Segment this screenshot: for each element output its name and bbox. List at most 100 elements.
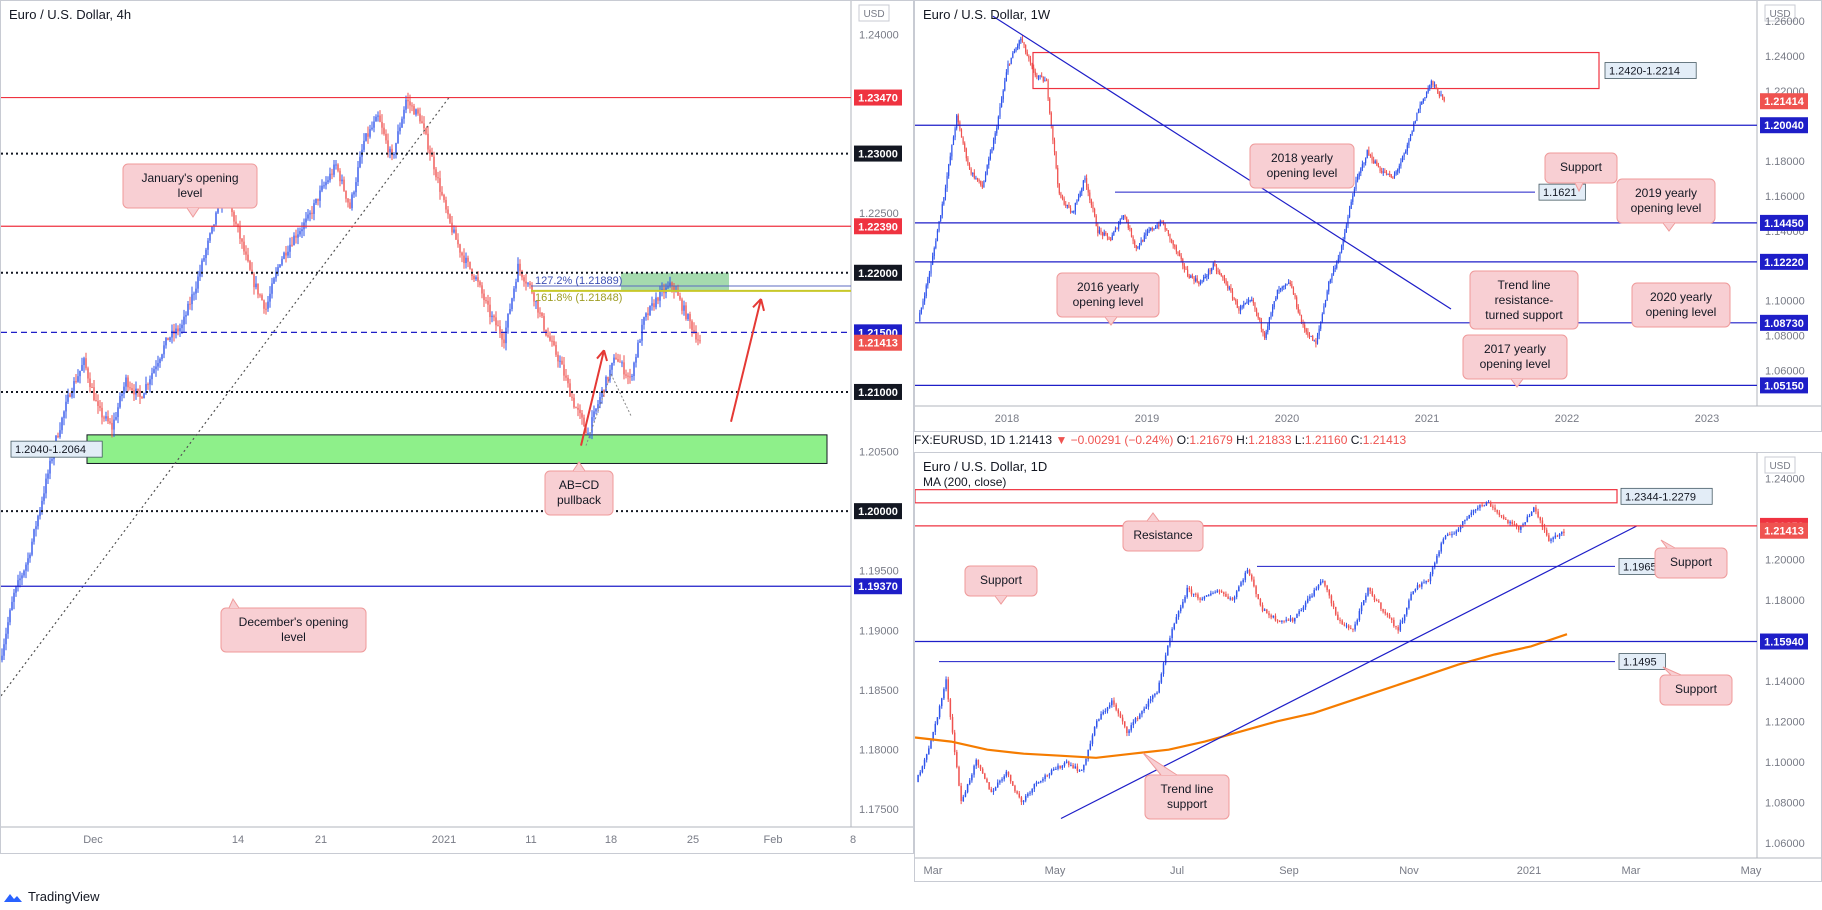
note-resistance-text: Resistance xyxy=(1133,528,1193,542)
level-price-tag-bg xyxy=(854,89,902,106)
x-tick-label: 14 xyxy=(232,834,244,846)
chart-1d-svg[interactable]: USD1.240001.200001.180001.160001.140001.… xyxy=(915,453,1821,881)
chart-1d-panel[interactable]: USD1.240001.200001.180001.160001.140001.… xyxy=(914,452,1822,882)
candle-body xyxy=(575,407,577,409)
chart-1w-panel[interactable]: USD1.260001.240001.220001.200001.180001.… xyxy=(914,0,1822,432)
candle-body xyxy=(1055,151,1057,168)
candle-body xyxy=(1085,178,1088,187)
candle-body xyxy=(1268,317,1270,327)
candle-body xyxy=(467,257,469,262)
candle-body xyxy=(1048,774,1051,776)
candle-body xyxy=(41,500,43,510)
candle-body xyxy=(23,570,25,576)
y-tick-label: 1.18000 xyxy=(859,745,899,757)
candle-body xyxy=(1231,598,1234,600)
candle-body xyxy=(1298,611,1300,614)
candle-body xyxy=(127,377,129,388)
candle-body xyxy=(1433,84,1436,86)
candle-body xyxy=(429,149,431,155)
candle-body xyxy=(973,172,975,178)
support-price-tag-bg xyxy=(1760,633,1808,650)
candle-body xyxy=(1220,273,1222,276)
note-2020-open-text: 2020 yearly xyxy=(1650,290,1712,304)
y-tick-label: 1.18000 xyxy=(1765,595,1805,607)
candle-body xyxy=(333,164,335,175)
candle-body xyxy=(1558,534,1561,537)
candle-body xyxy=(1005,771,1008,777)
candle-body xyxy=(1315,340,1317,344)
candle-body xyxy=(167,337,169,341)
candle-body xyxy=(1283,620,1285,622)
candle-body xyxy=(1336,261,1338,268)
candle-body xyxy=(679,295,681,300)
candle-body xyxy=(1,655,3,661)
chart-4h-panel[interactable]: USD1.240001.235001.230001.225001.220001.… xyxy=(0,0,914,854)
candle-body xyxy=(1029,792,1031,794)
candle-body xyxy=(975,177,977,179)
candle-body xyxy=(1481,504,1483,506)
y-tick-label: 1.10000 xyxy=(1765,757,1805,769)
y-tick-label: 1.20000 xyxy=(1765,554,1805,566)
candle-body xyxy=(947,679,949,700)
candle-body xyxy=(1100,714,1102,720)
candle-body xyxy=(435,169,437,178)
candle-body xyxy=(1457,529,1460,532)
note-abcd-text: AB=CD xyxy=(559,478,600,492)
candle-body xyxy=(945,679,947,690)
candle-body xyxy=(1332,603,1335,607)
candle-body xyxy=(113,419,115,430)
level-price-tag-bg xyxy=(854,383,902,400)
candle-body xyxy=(261,295,263,301)
candle-body xyxy=(1007,771,1010,775)
symbol-name[interactable]: FX:EURUSD, 1D xyxy=(914,433,1006,447)
candle-body xyxy=(930,740,932,749)
candle-body xyxy=(513,288,515,299)
candle-body xyxy=(357,167,359,183)
candle-body xyxy=(1403,153,1405,157)
x-tick-label: 25 xyxy=(687,834,699,846)
candle-body xyxy=(25,564,27,571)
candle-body xyxy=(1153,228,1155,230)
candle-body xyxy=(1270,312,1272,318)
candle-body xyxy=(1270,615,1272,618)
candle-body xyxy=(1347,217,1349,226)
level-price-tag-bg xyxy=(1760,117,1808,134)
candle-body xyxy=(1300,315,1303,323)
note-resistance-pointer xyxy=(1146,512,1160,522)
candle-body xyxy=(453,229,455,233)
candle-body xyxy=(1111,235,1113,241)
tradingview-cloud-icon xyxy=(4,893,22,902)
candle-body xyxy=(1509,521,1511,524)
candle-body xyxy=(999,780,1001,783)
candle-body xyxy=(647,313,649,315)
level-price-tag: 1.23000 xyxy=(858,149,898,161)
candle-body xyxy=(1324,580,1326,586)
candle-body xyxy=(1049,98,1051,114)
chart-1w-svg[interactable]: USD1.260001.240001.220001.200001.180001.… xyxy=(915,1,1821,431)
candle-body xyxy=(185,315,187,317)
chart-4h-title: Euro / U.S. Dollar, 4h xyxy=(9,7,132,22)
candle-body xyxy=(1267,326,1269,333)
note-support-1965-box xyxy=(1654,547,1728,579)
candle-body xyxy=(1097,226,1099,234)
note-support-1594-text: Support xyxy=(980,573,1023,587)
candle-body xyxy=(47,473,49,479)
candle-body xyxy=(1472,510,1475,513)
candle-body xyxy=(1384,171,1386,173)
candle-body xyxy=(1050,770,1053,775)
tradingview-logo[interactable]: TradingView xyxy=(2,889,100,904)
x-tick-label: 11 xyxy=(525,834,536,846)
candle-body xyxy=(938,706,941,718)
candle-body xyxy=(1211,268,1213,272)
y-tick-label: 1.19500 xyxy=(859,566,899,578)
candle-body xyxy=(1432,80,1434,86)
candle-body xyxy=(241,238,243,242)
candle-body xyxy=(1164,655,1167,664)
candle-body xyxy=(1263,333,1266,339)
candle-body xyxy=(1306,598,1309,603)
candle-body xyxy=(1345,625,1348,627)
chart-4h-svg[interactable]: USD1.240001.235001.230001.225001.220001.… xyxy=(1,1,913,853)
candle-body xyxy=(1539,517,1541,521)
candle-body xyxy=(1403,614,1406,621)
candle-body xyxy=(1009,63,1011,65)
